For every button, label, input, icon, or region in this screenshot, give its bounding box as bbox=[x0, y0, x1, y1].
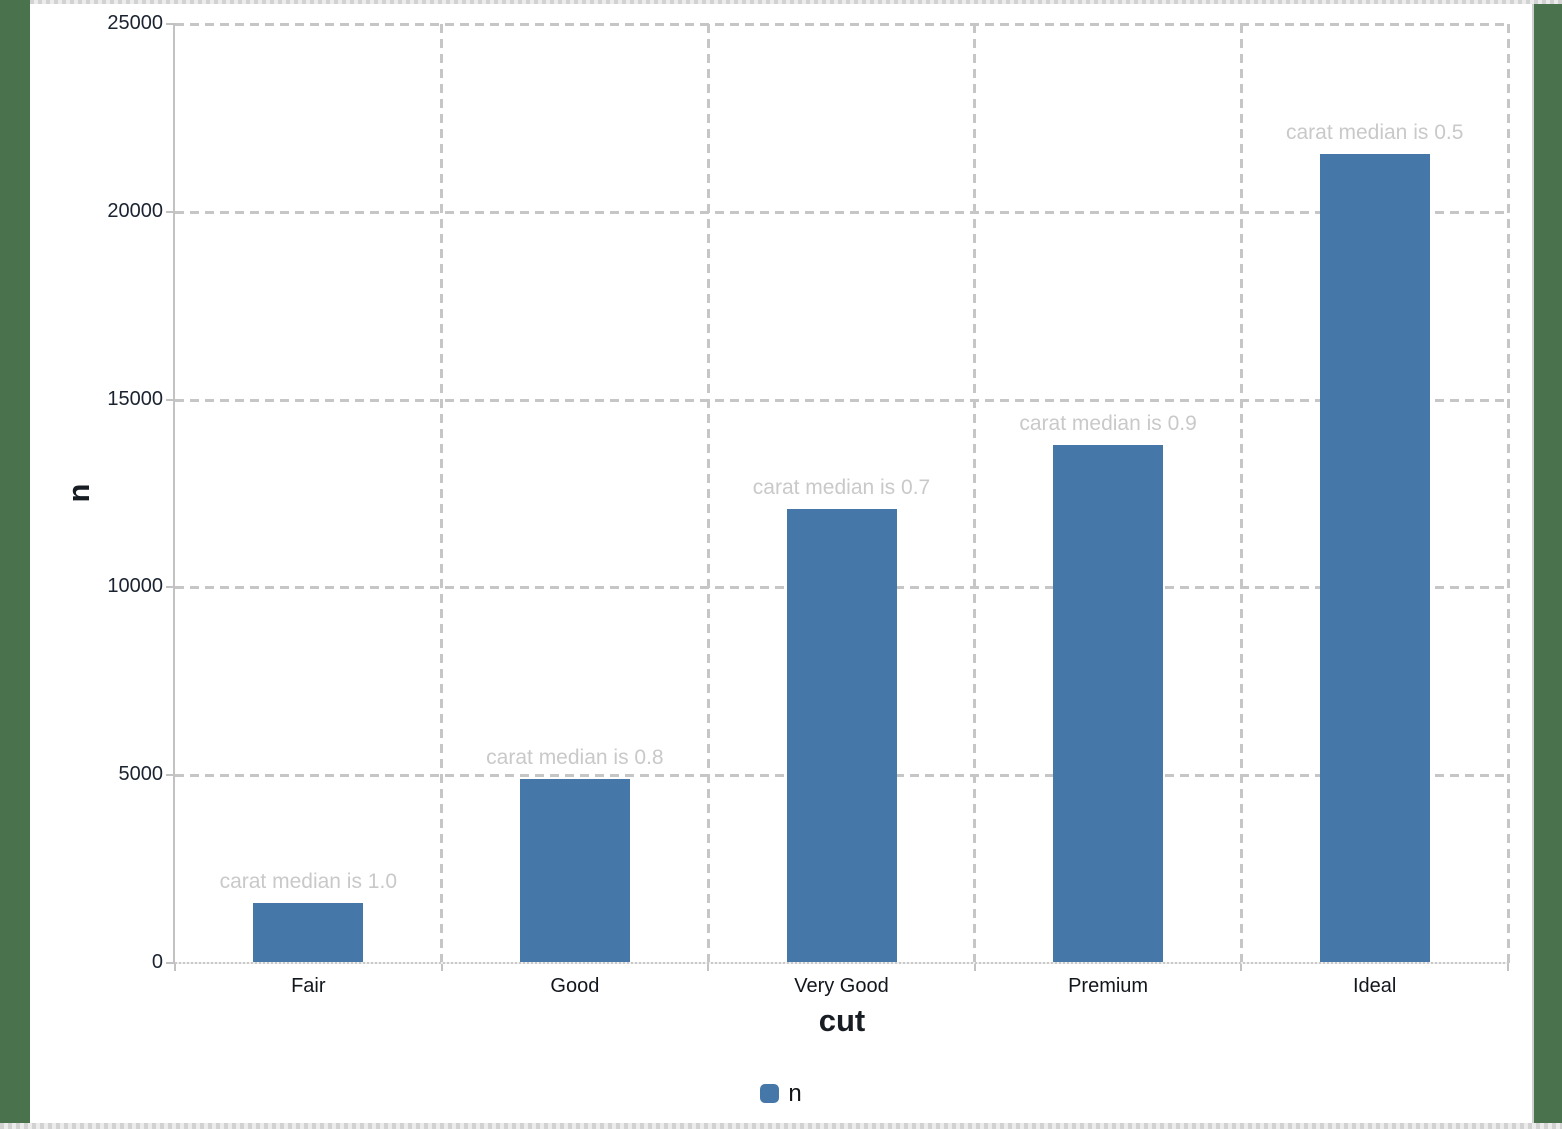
y-axis-tick bbox=[166, 586, 175, 589]
y-tick-label: 20000 bbox=[107, 199, 163, 222]
x-axis-title: cut bbox=[818, 1003, 866, 1038]
x-gridline bbox=[973, 24, 977, 963]
x-axis-line bbox=[175, 962, 1508, 964]
x-category-label: Ideal bbox=[1353, 975, 1397, 997]
y-tick-label: 25000 bbox=[107, 12, 163, 34]
bar-annotation: carat median is 0.8 bbox=[486, 745, 664, 769]
bar-ideal[interactable] bbox=[1319, 153, 1430, 963]
bar-annotation: carat median is 0.5 bbox=[1285, 120, 1464, 144]
x-gridline bbox=[1239, 24, 1243, 963]
legend-label: n bbox=[788, 1079, 802, 1107]
bar-very-good[interactable] bbox=[786, 509, 897, 963]
bar-good[interactable] bbox=[519, 778, 630, 963]
y-tick-label: 0 bbox=[151, 951, 163, 973]
y-axis-tick bbox=[166, 398, 175, 401]
x-category-label: Very Good bbox=[794, 975, 889, 997]
y-axis-tick bbox=[166, 23, 175, 25]
horizontal-scrollbar-track[interactable] bbox=[0, 1123, 1562, 1129]
panel-top-border bbox=[30, 0, 1562, 4]
x-gridline bbox=[1506, 24, 1510, 963]
x-category-label: Premium bbox=[1068, 975, 1149, 997]
x-category-label: Fair bbox=[291, 975, 326, 997]
bar-fair[interactable] bbox=[253, 902, 364, 963]
x-axis-tick bbox=[1240, 963, 1243, 971]
x-axis-tick bbox=[1507, 963, 1509, 971]
y-tick-label: 5000 bbox=[118, 763, 164, 786]
y-axis-line bbox=[173, 24, 175, 963]
y-axis-tick bbox=[166, 210, 175, 213]
y-axis-title: n bbox=[61, 483, 96, 503]
x-axis-tick bbox=[973, 963, 976, 971]
bar-annotation: carat median is 0.9 bbox=[1019, 412, 1197, 435]
x-category-label: Good bbox=[550, 975, 600, 997]
y-tick-label: 15000 bbox=[107, 387, 163, 410]
y-axis-tick bbox=[166, 962, 175, 964]
legend-marker-icon bbox=[760, 1083, 780, 1103]
y-gridline bbox=[175, 210, 1508, 214]
x-axis-tick bbox=[707, 963, 710, 971]
bar-annotation: carat median is 1.0 bbox=[219, 869, 398, 893]
y-gridline bbox=[175, 398, 1508, 402]
legend[interactable]: n bbox=[30, 1080, 1532, 1106]
x-gridline bbox=[440, 24, 444, 963]
y-tick-label: 10000 bbox=[107, 575, 163, 598]
y-gridline bbox=[175, 23, 1508, 26]
bar-premium[interactable] bbox=[1053, 445, 1164, 963]
x-gridline bbox=[706, 24, 710, 963]
x-axis-tick bbox=[174, 963, 176, 971]
x-axis-tick bbox=[440, 963, 443, 971]
y-axis-tick bbox=[166, 774, 175, 777]
bar-annotation: carat median is 0.7 bbox=[752, 476, 931, 500]
